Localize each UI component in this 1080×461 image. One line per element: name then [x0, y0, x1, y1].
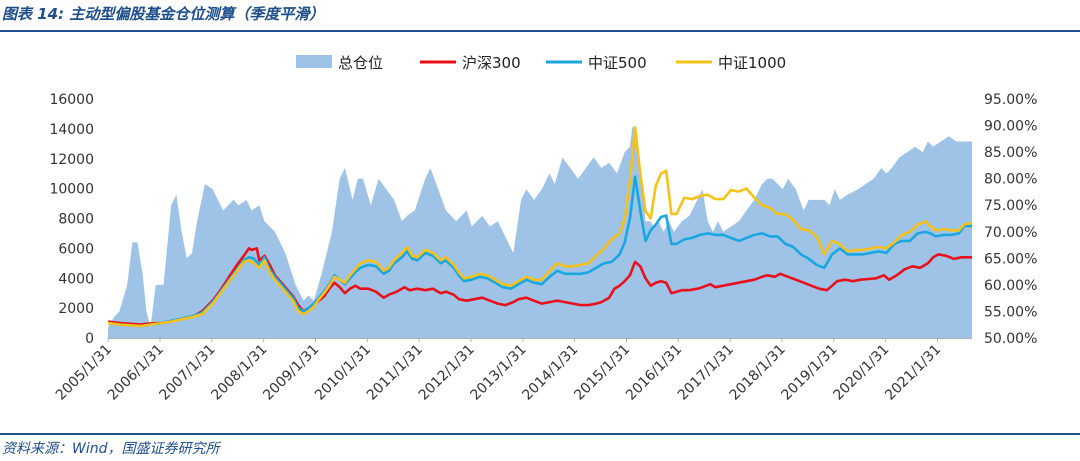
series-line-3 — [107, 126, 973, 328]
legend: 总仓位 沪深300 中证500 中证1000 — [296, 54, 786, 72]
left-tick-label: 0 — [85, 331, 94, 347]
series-line-2 — [107, 175, 972, 328]
left-tick-label: 4000 — [58, 271, 94, 287]
area-layer — [108, 125, 972, 338]
legend-label: 沪深300 — [462, 54, 521, 72]
legend-swatch-area — [296, 55, 332, 68]
line-layer — [107, 126, 973, 328]
series-area-total-position — [108, 125, 972, 338]
position-chart: 总仓位 沪深300 中证500 中证1000 0 2000 4000 6000 8000 100… — [49, 54, 1037, 404]
chart-title: 图表 14: 主动型偏股基金仓位测算（季度平滑） — [2, 5, 325, 23]
right-tick-label: 95.00% — [984, 92, 1037, 108]
left-tick-label: 10000 — [49, 182, 94, 198]
left-tick-label: 12000 — [49, 152, 94, 168]
left-tick-label: 6000 — [58, 241, 94, 257]
left-tick-label: 16000 — [49, 92, 94, 108]
right-tick-label: 85.00% — [984, 145, 1037, 161]
right-tick-label: 70.00% — [984, 225, 1037, 241]
legend-label: 中证1000 — [718, 54, 786, 72]
x-tick-label: 2021/1/31 — [882, 342, 944, 404]
right-tick-label: 90.00% — [984, 119, 1037, 135]
title-rule — [0, 30, 1080, 32]
right-tick-label: 80.00% — [984, 172, 1037, 188]
right-tick-label: 55.00% — [984, 304, 1037, 320]
right-tick-label: 75.00% — [984, 198, 1037, 214]
legend-label: 中证500 — [588, 54, 647, 72]
left-tick-label: 8000 — [58, 212, 94, 228]
source-note: 资料来源：Wind，国盛证券研究所 — [2, 441, 220, 457]
right-tick-label: 65.00% — [984, 251, 1037, 267]
axes — [107, 338, 972, 342]
left-tick-label: 2000 — [58, 301, 94, 317]
right-tick-label: 60.00% — [984, 278, 1037, 294]
left-tick-label: 14000 — [49, 122, 94, 138]
right-tick-label: 50.00% — [984, 331, 1037, 347]
legend-label: 总仓位 — [338, 54, 383, 72]
footer-rule — [0, 433, 1080, 435]
